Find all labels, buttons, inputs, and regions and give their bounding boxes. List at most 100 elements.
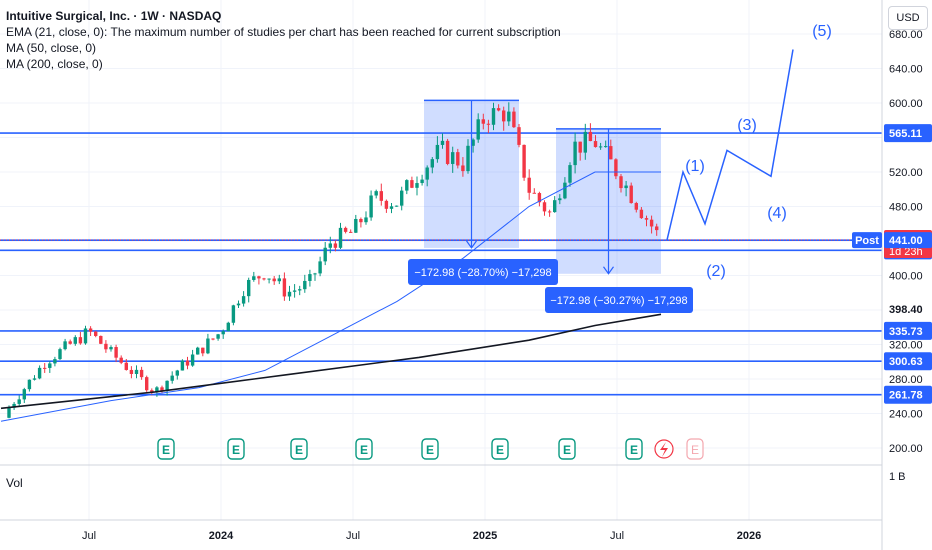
legend-ema[interactable]: EMA (21, close, 0): The maximum number o… [6,25,561,39]
future-earnings-marker [686,438,704,460]
candle-body [624,185,628,189]
candle-body [216,334,220,339]
earnings-marker [355,438,373,460]
candle-body [369,195,373,218]
price-tick-label: 320.00 [889,340,923,352]
candle-body [129,369,134,374]
candle-body [63,341,67,350]
candle-body [527,177,531,193]
candle-body [298,289,302,291]
candle-body [425,167,429,180]
price-axis[interactable]: 200.00240.00280.00320.00360.00400.00440.… [881,0,923,550]
measurement-label: −172.98 (−28.70%) −17,298 [414,267,551,279]
candle-body [649,219,654,227]
price-tick-label: 240.00 [889,409,923,421]
candle-body [405,180,409,191]
earnings-marker-letter: E [563,443,571,457]
candle-body [588,131,593,142]
level-price-text: 261.78 [889,390,923,402]
legend-title[interactable]: Intuitive Surgical, Inc. · 1W · NASDAQ [6,9,222,23]
candle-body [221,331,225,335]
candle-body [614,159,618,177]
candle-body [374,191,378,196]
candle-body [379,191,383,201]
candle-body [134,369,139,374]
candle-body [287,291,292,297]
measurement-arrows: −172.98 (−28.70%) −17,298 −172.98 (−30.27… [408,100,693,313]
candle-body [119,357,123,363]
candle-body [308,274,312,281]
candle-body [532,192,536,194]
price-tick-label: 400.00 [889,271,923,283]
post-price-tag [884,232,932,249]
time-axis[interactable]: Jul 2024 Jul 2025 Jul 2026 [0,519,882,542]
candle-body [451,152,455,164]
candle-body [333,243,338,248]
candle-body [27,379,32,390]
volume-tick-label: 1 B [889,471,906,483]
candle-body [619,176,623,189]
candle-body [53,359,57,364]
candle-body [359,218,363,223]
candle-body [109,347,113,350]
candle-body [394,205,399,207]
time-tick-label: 2024 [209,530,234,542]
price-tick-label: 280.00 [889,374,923,386]
earnings-marker [227,438,245,460]
currency-button[interactable]: USD [888,6,928,30]
candle-body [32,378,37,380]
candle-body [88,328,93,332]
earnings-marker-letter: E [162,443,170,457]
candle-body [349,231,353,233]
candle-body [170,375,174,381]
earnings-marker-letter: E [426,443,434,457]
level-price-text: 300.63 [889,356,923,368]
candle-body [507,111,511,122]
candle-body [155,387,159,393]
candle-body [517,127,521,145]
candle-body [364,217,368,223]
elliott-wave-projection[interactable]: (1) (2) (3) (4) (5) [666,23,832,280]
measurement-arrowhead [466,240,477,249]
earnings-marker-letter: E [295,443,303,457]
candle-body [313,273,317,275]
future-earnings-letter: E [691,443,699,457]
candle-body [12,403,16,408]
measurement-arrowhead [603,266,614,275]
candle-body [343,227,348,232]
wave-label: (1) [685,158,705,175]
measurement-label-bg [545,287,693,313]
candle-body [37,367,42,379]
post-price-text: 441.00 [889,235,923,247]
moving-average-line [0,313,662,410]
candle-body [476,119,480,140]
candle-body [491,108,496,125]
candle-body [328,243,332,248]
candle-body [114,347,118,358]
legend-ma50[interactable]: MA (50, close, 0) [6,41,97,55]
candle-body [231,305,236,323]
candle-body [247,279,251,297]
candle-body [104,343,108,350]
candle-body [211,338,215,340]
candle-body [430,159,434,168]
post-market-label: Post [855,235,879,247]
time-tick-label: Jul [82,530,96,542]
horizontal-levels[interactable] [0,132,882,396]
earnings-marker [558,438,576,460]
candle-body [547,211,552,213]
candle-body [160,387,164,391]
candle-body [226,322,230,332]
candle-body [17,399,21,404]
candle-body [94,331,98,336]
candle-body [318,261,322,274]
price-tick-label: 480.00 [889,202,923,214]
candle-body [185,360,190,366]
candle-body [593,141,598,148]
candle-body [83,328,88,344]
legend-ma200[interactable]: MA (200, close, 0) [6,57,103,71]
candle-body [563,182,567,199]
candle-body [262,278,266,280]
